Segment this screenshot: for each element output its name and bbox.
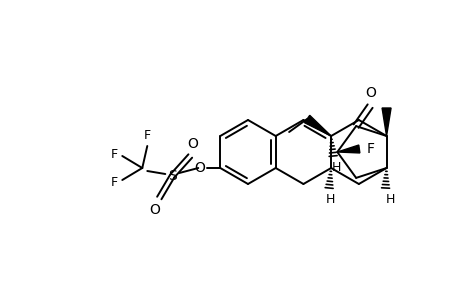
Text: H: H bbox=[331, 161, 340, 174]
Polygon shape bbox=[304, 115, 330, 136]
Text: O: O bbox=[194, 161, 205, 175]
Text: H: H bbox=[385, 193, 394, 206]
Text: F: F bbox=[111, 176, 118, 188]
Polygon shape bbox=[381, 108, 390, 136]
Text: F: F bbox=[111, 148, 118, 160]
Text: S: S bbox=[168, 169, 176, 183]
Text: O: O bbox=[186, 137, 197, 151]
Text: O: O bbox=[149, 203, 159, 217]
Text: F: F bbox=[143, 129, 151, 142]
Polygon shape bbox=[336, 145, 359, 153]
Text: H: H bbox=[325, 193, 334, 206]
Text: O: O bbox=[365, 86, 376, 100]
Text: F: F bbox=[365, 142, 374, 156]
